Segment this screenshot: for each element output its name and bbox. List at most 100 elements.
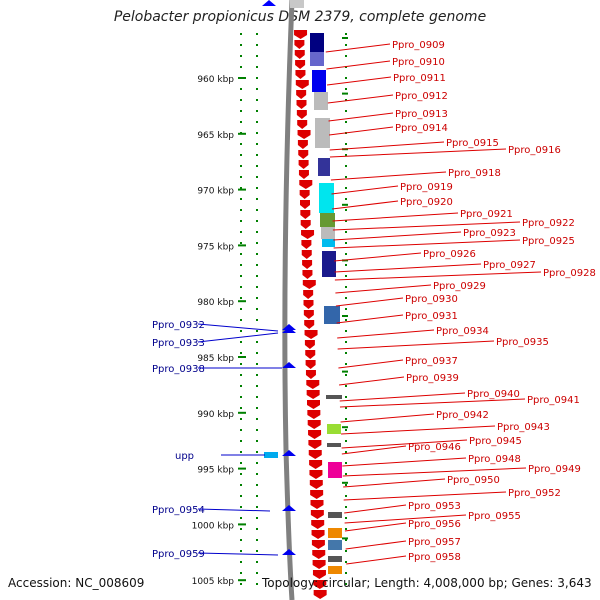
forward-gene [282,327,296,333]
reverse-gene-label: Ppro_0952 [508,488,561,499]
scale-label: 1005 kbp [192,577,235,587]
reverse-gene [296,110,307,119]
scale-tick [238,188,246,191]
tick-dot [240,506,242,508]
tick-dot [345,220,347,222]
callout-line [338,359,404,369]
tick-dot [345,242,347,244]
tick-dot [240,539,242,541]
callout-line [197,508,271,512]
tick-dot [240,484,242,486]
reverse-gene-label: Ppro_0921 [460,209,513,220]
feature-block [324,306,340,324]
reverse-gene [305,350,316,359]
scale-label: 970 kbp [197,187,234,197]
callout-line [346,555,407,565]
tick-dot [256,132,258,134]
tick-dot [240,88,242,90]
feature-block [327,443,341,447]
callout-line [333,231,462,241]
tick-dot [256,66,258,68]
callout-line [336,314,404,324]
reverse-gene [301,240,312,249]
reverse-gene [310,490,324,499]
tick-dot [256,396,258,398]
tick-dot [256,99,258,101]
callout-line [343,478,446,488]
tick-dot [345,330,347,332]
reverse-gene-label: Ppro_0929 [433,281,486,292]
reverse-gene [298,170,309,179]
reverse-gene-label: Ppro_0953 [408,501,461,512]
feature-block [320,213,335,227]
tick-dot [240,209,242,211]
reverse-gene [313,590,327,599]
reverse-gene-label: Ppro_0955 [468,511,521,522]
feature-block [326,395,342,399]
feature-block [312,70,326,92]
tick-major [342,370,348,373]
reverse-gene [297,120,308,129]
reverse-gene [297,140,308,149]
tick-major [342,92,348,95]
tick-dot [345,99,347,101]
backbone-cap [290,0,304,8]
forward-gene [282,362,296,368]
tick-dot [345,77,347,79]
callout-line [344,514,467,524]
scale-label: 1000 kbp [192,521,235,531]
tick-dot [256,418,258,420]
tick-dot [345,286,347,288]
tick-dot [256,561,258,563]
tick-dot [256,55,258,57]
reverse-gene [304,330,318,339]
tick-dot [345,440,347,442]
tick-dot [256,143,258,145]
forward-gene-label: Ppro_0959 [152,549,205,560]
reverse-gene [303,310,314,319]
tick-dot [345,55,347,57]
tick-dot [256,121,258,123]
forward-gene-label: Ppro_0954 [152,505,205,516]
feature-block [321,227,335,239]
feature-block [322,239,335,247]
tick-major [342,426,348,429]
callout-line [327,76,392,86]
reverse-gene [305,370,316,379]
tick-dot [240,572,242,574]
scale-label: 975 kbp [197,242,234,252]
tick-dot [345,495,347,497]
tick-dot [345,572,347,574]
reverse-gene [294,40,305,49]
callout-line [334,252,422,262]
feature-block [264,452,278,458]
tick-dot [345,352,347,354]
reverse-gene-label: Ppro_0912 [395,91,448,102]
callout-line [339,398,526,408]
tick-dot [240,341,242,343]
reverse-gene-label: Ppro_0949 [528,464,581,475]
tick-dot [240,319,242,321]
reverse-gene [310,510,324,519]
reverse-gene-label: Ppro_0914 [395,123,448,134]
tick-dot [240,297,242,299]
tick-dot [256,462,258,464]
scale-label: 995 kbp [197,466,234,476]
tick-dot [256,583,258,585]
tick-dot [240,264,242,266]
callout-line [330,171,447,181]
reverse-gene-label: Ppro_0930 [405,294,458,305]
tick-dot [256,352,258,354]
tick-dot [256,308,258,310]
scale-label: 960 kbp [197,75,234,85]
tick-dot [256,517,258,519]
tick-dot [345,308,347,310]
callout-line [341,425,496,435]
callout-line [341,439,468,449]
callout-line [331,185,399,195]
tick-dot [256,165,258,167]
tick-dot [345,253,347,255]
tick-dot [240,561,242,563]
reverse-gene-label: Ppro_0935 [496,337,549,348]
